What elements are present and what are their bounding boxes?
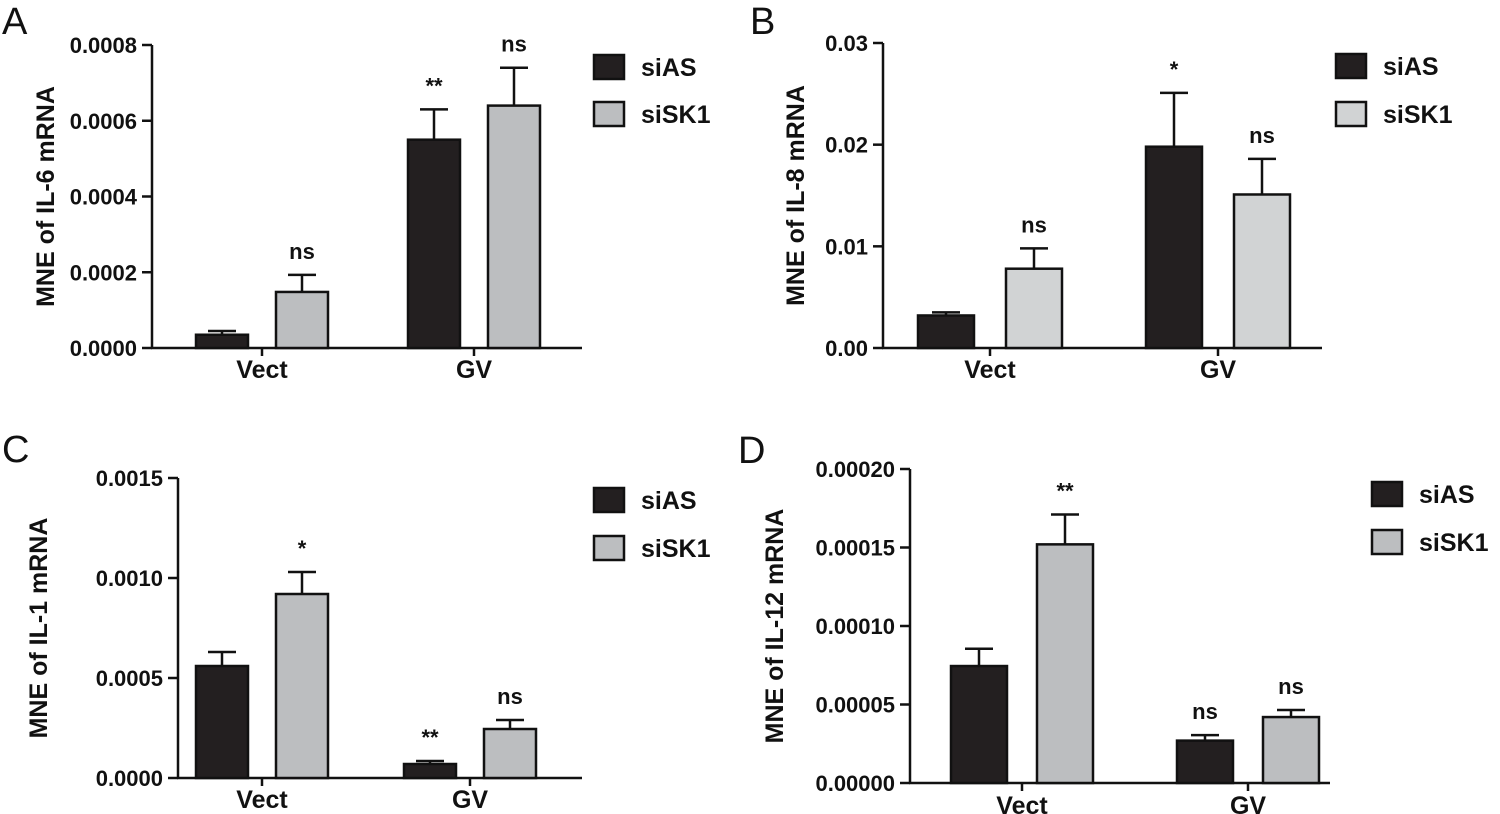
significance-label: ns [497,684,523,709]
bar-sisk1 [1004,267,1064,350]
bar-sias [949,664,1009,785]
panel-letter: D [738,430,765,472]
y-tick-label: 0.0000 [96,766,163,791]
legend-label: siSK1 [1419,529,1489,557]
bar-sias [402,762,458,780]
significance-label: * [298,536,307,561]
bar-sias [194,664,250,780]
x-tick-label: GV [1230,792,1266,814]
bar-sisk1 [486,104,542,350]
y-tick-label: 0.02 [825,133,868,158]
legend-swatch [1334,52,1368,80]
y-tick-label: 0.00015 [815,536,895,561]
bar-sias [194,333,250,350]
y-tick-label: 0.0002 [70,260,137,285]
significance-label: ns [1192,699,1218,724]
panel-letter: B [750,1,775,43]
y-axis-label: MNE of IL-1 mRNA [25,518,53,739]
significance-label: ns [1021,212,1047,237]
significance-label: ** [421,725,439,750]
legend-swatch [1370,480,1404,508]
bar-sisk1 [274,290,330,350]
significance-label: ns [1249,123,1275,148]
panel-letter: C [2,429,29,471]
bar-sisk1 [1261,715,1321,785]
y-tick-label: 0.0006 [70,109,137,134]
x-tick-label: GV [456,356,492,384]
legend-swatch [1334,100,1368,128]
y-axis-label: MNE of IL-6 mRNA [32,86,60,307]
bar-sias [1144,145,1204,350]
y-tick-label: 0.0000 [70,336,137,361]
x-tick-label: Vect [964,356,1016,384]
significance-label: ** [1056,479,1074,504]
y-tick-label: 0.0008 [70,33,137,58]
significance-label: * [1170,57,1179,82]
y-tick-label: 0.00 [825,336,868,361]
bar-sisk1 [274,592,330,780]
bar-sias [916,314,976,350]
bar-sias [406,138,462,350]
panel-b: B MNE of IL-8 mRNA 0.00 0.01 0.02 0.03 Vect GV *… [750,1,1453,384]
panel-a: A MNE of IL-6 mRNA 0.0000 0.0002 0.0004 0.000… [2,1,711,384]
x-tick-label: Vect [236,786,288,814]
y-tick-label: 0.0005 [96,666,163,691]
y-tick-label: 0.0015 [96,466,163,491]
x-tick-label: Vect [996,792,1048,814]
y-axis-label: MNE of IL-8 mRNA [782,85,810,306]
bar-sisk1 [1232,193,1292,350]
x-tick-label: GV [452,786,488,814]
y-tick-label: 0.01 [825,234,868,259]
y-tick-label: 0.00005 [815,693,895,718]
y-tick-label: 0.0004 [70,185,138,210]
y-tick-label: 0.00000 [815,771,895,796]
legend-label: siAS [1419,481,1475,509]
legend-swatch [592,534,626,562]
legend-label: siAS [641,54,697,82]
y-tick-label: 0.0010 [96,566,163,591]
significance-label: ns [501,32,527,57]
panel-d: D MNE of IL-12 mRNA 0.00000 0.00005 0.00010 0… [738,430,1489,814]
legend-swatch [1370,528,1404,556]
x-tick-label: Vect [236,356,288,384]
y-tick-label: 0.03 [825,31,868,56]
legend-label: siSK1 [641,535,711,563]
y-axis-label: MNE of IL-12 mRNA [761,509,789,744]
legend-swatch [592,486,626,514]
x-tick-label: GV [1200,356,1236,384]
panel-letter: A [2,1,28,43]
panel-c: C MNE of IL-1 mRNA 0.0000 0.0005 0.0010 0.001… [2,429,711,814]
significance-label: ns [289,239,315,264]
significance-label: ns [1278,674,1304,699]
y-tick-label: 0.00020 [815,457,895,482]
legend-label: siSK1 [1383,101,1453,129]
legend-label: siSK1 [641,101,711,129]
y-tick-label: 0.00010 [815,614,895,639]
bar-sisk1 [482,727,538,780]
legend-label: siAS [1383,53,1439,81]
significance-label: ** [425,73,443,98]
legend-swatch [592,53,626,81]
legend-label: siAS [641,487,697,515]
bar-sisk1 [1035,543,1095,785]
bar-sias [1175,739,1235,785]
legend-swatch [592,100,626,128]
